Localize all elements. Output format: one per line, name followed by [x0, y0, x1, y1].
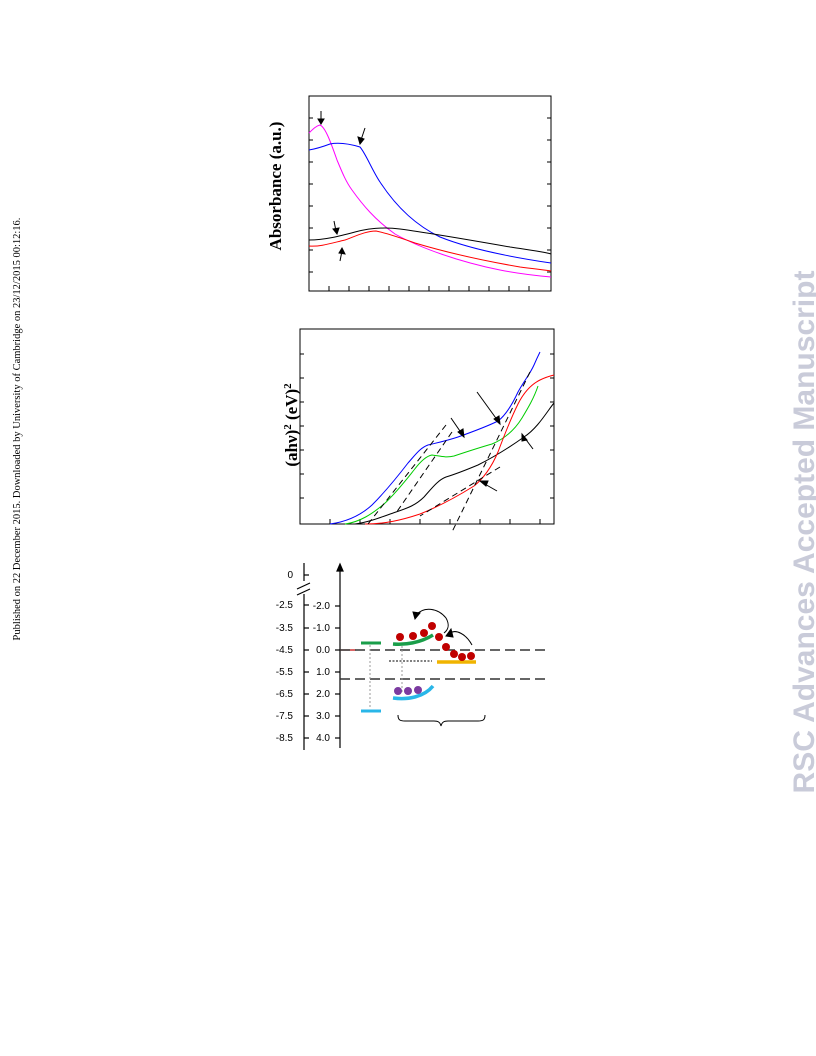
panel-b-ylabel-mid: (eV): [282, 389, 301, 424]
left-axis-labels: 0 -2.5 -3.5 -4.5 -5.5 -6.5 -7.5 -8.5: [276, 570, 294, 744]
absorbance-curve-blue: [308, 142, 552, 264]
left-tick-6: -7.5: [276, 711, 294, 722]
left-tick-7: -8.5: [276, 733, 294, 744]
panel-a-ylabel: Absorbance (a.u.): [266, 122, 285, 251]
right-tick-5: 3.0: [316, 711, 330, 722]
left-tick-5: -6.5: [276, 689, 294, 700]
hole-dots: [394, 686, 422, 695]
panel-a-arrows: [317, 111, 366, 262]
composite-brace: [397, 714, 486, 727]
svg-text:(ahν)2 (eV)2: (ahν)2 (eV)2: [282, 383, 301, 467]
tauc-curve-blue: [329, 351, 541, 525]
right-tick-1: -1.0: [313, 623, 331, 634]
panel-b-ylabel: (ahν)2 (eV)2: [282, 383, 301, 467]
absorbance-curve-red: [308, 230, 552, 272]
left-tick-4: -5.5: [276, 667, 294, 678]
right-tick-3: 1.0: [316, 667, 330, 678]
panel-b-ylabel-exp1: 2: [282, 424, 294, 430]
panel-b-ticks: [300, 353, 554, 524]
panel-b-tauc-plot: (ahν)2 (eV)2: [282, 328, 555, 533]
left-tick-0: 0: [287, 570, 293, 581]
electron-dots: [396, 622, 475, 661]
panel-c-band-diagram: 0 -2.5 -3.5 -4.5 -5.5 -6.5 -7.5 -8.5 -2.…: [276, 562, 548, 750]
right-tick-6: 4.0: [316, 733, 330, 744]
right-tick-4: 2.0: [316, 689, 330, 700]
panel-b-ylabel-base: (ahν): [282, 430, 301, 467]
tauc-curve-red: [364, 374, 555, 525]
left-tick-2: -3.5: [276, 623, 294, 634]
panel-b-arrows: [450, 391, 534, 492]
tauc-curve-black: [354, 402, 555, 525]
left-tick-3: -4.5: [276, 645, 294, 656]
panel-a-frame: [308, 95, 552, 292]
panel-b-ylabel-exp2: 2: [282, 383, 294, 389]
composite-vb-band: [392, 684, 435, 701]
absorbance-curve-black: [308, 227, 552, 255]
right-axis-labels: -2.0 -1.0 0.0 1.0 2.0 3.0 4.0: [313, 601, 331, 744]
tauc-curve-green: [344, 385, 539, 525]
absorbance-curve-magenta: [308, 124, 552, 278]
right-tick-0: -2.0: [313, 601, 331, 612]
transfer-arrows: [412, 608, 473, 646]
right-tick-2: 0.0: [316, 645, 330, 656]
left-tick-1: -2.5: [276, 600, 294, 611]
tauc-tangent-lines: [367, 371, 531, 533]
panel-a-absorbance: Absorbance (a.u.): [266, 95, 552, 292]
left-energy-axis: [296, 563, 311, 750]
composite-cb-band: [392, 633, 434, 646]
panel-a-ticks: [309, 117, 551, 291]
right-potential-axis: [335, 562, 344, 748]
